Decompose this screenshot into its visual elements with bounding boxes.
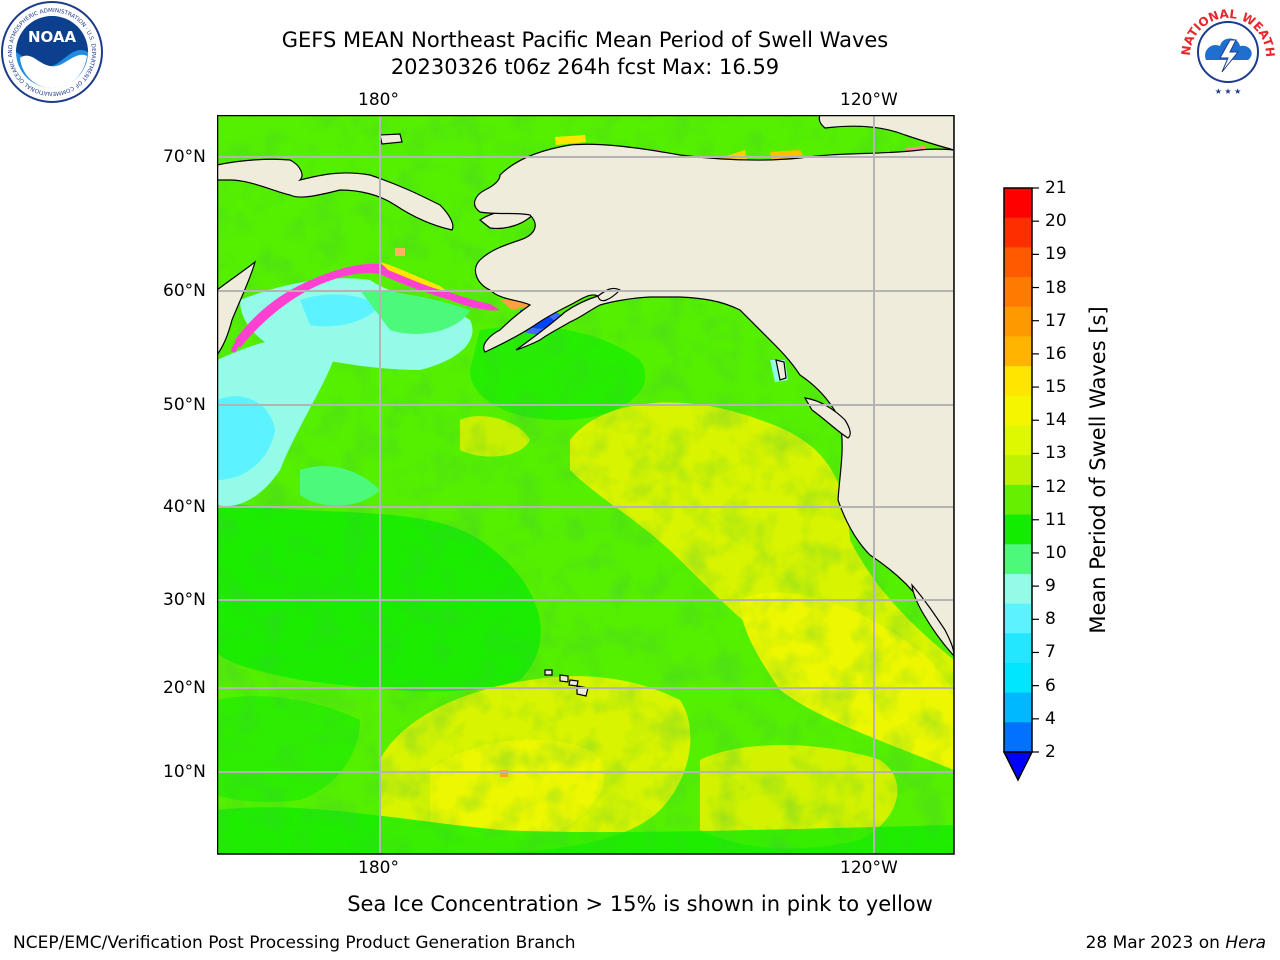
colorbar-tick-label: 16: [1045, 343, 1067, 364]
lat-label-40n: 40°N: [163, 497, 206, 517]
colorbar: [1002, 187, 1039, 782]
lon-label-top-180: 180°: [358, 90, 399, 110]
colorbar-ticks: [1032, 187, 1039, 753]
map-title: GEFS MEAN Northeast Pacific Mean Period …: [281, 28, 889, 52]
noaa-logo: NATIONAL OCEANIC AND ATMOSPHERIC ADMINIS…: [0, 0, 103, 103]
colorbar-tick-label: 6: [1045, 675, 1056, 696]
colorbar-swatch: [1004, 455, 1032, 486]
graticule: [217, 115, 954, 854]
colorbar-frame: [1003, 187, 1033, 753]
footer-host: Hera: [1225, 933, 1266, 953]
colorbar-swatch: [1004, 336, 1032, 367]
lon-label-bottom-180: 180°: [358, 858, 399, 878]
colorbar-tick-label: 15: [1045, 377, 1067, 398]
colorbar-swatch: [1004, 514, 1032, 545]
colorbar-swatch: [1004, 247, 1032, 278]
colorbar-swatch: [1004, 662, 1032, 694]
colorbar-tick-label: 8: [1045, 609, 1056, 630]
lat-label-70n: 70°N: [163, 147, 206, 167]
colorbar-tick-label: 12: [1045, 476, 1067, 497]
swell-period-map: [217, 115, 955, 855]
land-masses: [217, 115, 954, 697]
colorbar-swatch: [1004, 544, 1032, 575]
colorbar-swatch: [1004, 217, 1032, 248]
lat-label-50n: 50°N: [163, 395, 206, 415]
colorbar-swatch: [1004, 425, 1032, 456]
lat-label-30n: 30°N: [163, 590, 206, 610]
colorbar-tick-label: 7: [1045, 642, 1056, 663]
nws-logo: NATIONAL WEATHER SERVICE ★ ★ ★: [1176, 0, 1278, 102]
colorbar-swatch: [1004, 484, 1032, 516]
colorbar-tick-label: 18: [1045, 277, 1067, 298]
colorbar-tick-label: 20: [1045, 211, 1067, 232]
lon-label-top-120w: 120°W: [840, 90, 898, 110]
footer-date: 28 Mar 2023 on Hera: [1086, 932, 1266, 954]
noaa-logo-text: NOAA: [28, 28, 77, 46]
colorbar-tick-label: 4: [1045, 708, 1056, 729]
colorbar-tick-label: 19: [1045, 244, 1067, 265]
map-subtitle: 20230326 t06z 264h fcst Max: 16.59: [390, 55, 780, 79]
colorbar-tick-label: 21: [1045, 178, 1067, 198]
colorbar-swatch: [1004, 633, 1032, 664]
period-cyan-zones: [217, 278, 788, 507]
footer-date-text: 28 Mar 2023 on: [1085, 933, 1226, 953]
map-frame: [217, 115, 955, 855]
lat-label-10n: 10°N: [163, 762, 206, 782]
colorbar-swatch: [1004, 692, 1032, 723]
colorbar-tick-label: 17: [1045, 310, 1067, 331]
sea-ice-note: Sea Ice Concentration > 15% is shown in …: [347, 892, 933, 916]
colorbar-swatch: [1004, 366, 1032, 397]
footer-credit: NCEP/EMC/Verification Post Processing Pr…: [13, 933, 576, 953]
lat-label-20n: 20°N: [163, 678, 206, 698]
colorbar-tick-label: 13: [1045, 443, 1067, 464]
colorbar-swatch: [1004, 573, 1032, 605]
colorbar-swatch: [1004, 277, 1032, 308]
colorbar-tick-label: 9: [1045, 576, 1056, 597]
colorbar-extend-arrow: [1002, 751, 1034, 782]
colorbar-swatch: [1004, 395, 1032, 426]
colorbar-swatch: [1004, 722, 1032, 753]
colorbar-swatch: [1004, 603, 1032, 634]
colorbar-swatch: [1004, 306, 1032, 337]
colorbar-label: Mean Period of Swell Waves [s]: [1086, 306, 1110, 634]
lat-label-60n: 60°N: [163, 281, 206, 301]
svg-text:★ ★ ★: ★ ★ ★: [1215, 87, 1242, 96]
colorbar-tick-label: 11: [1045, 509, 1067, 530]
colorbar-tick-label: 2: [1045, 742, 1056, 762]
colorbar-swatches: [1004, 188, 1032, 753]
lon-label-bottom-120w: 120°W: [840, 858, 898, 878]
colorbar-swatch: [1004, 188, 1032, 219]
colorbar-tick-label: 10: [1045, 542, 1067, 563]
colorbar-tick-label: 14: [1045, 410, 1067, 431]
